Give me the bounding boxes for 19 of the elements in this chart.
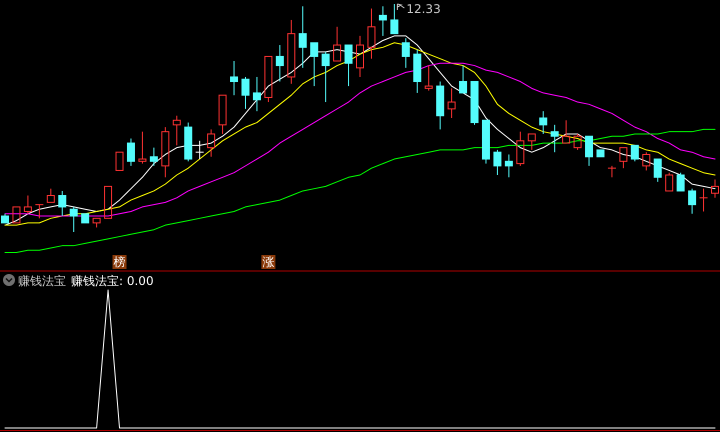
candlestick — [711, 179, 719, 198]
candlestick — [378, 6, 387, 36]
candlestick — [172, 115, 181, 146]
candlestick — [298, 6, 307, 68]
candlestick — [367, 8, 376, 60]
candlestick — [252, 76, 261, 112]
candlestick — [356, 35, 364, 78]
chart-title: 赚钱法宝 — [18, 274, 66, 288]
candlestick — [699, 188, 708, 212]
candlestick — [230, 60, 238, 96]
candlestick — [276, 44, 284, 82]
annotation: 12.33 — [406, 2, 441, 16]
candlestick — [287, 19, 296, 84]
candlestick — [539, 110, 548, 134]
candlestick — [448, 88, 456, 118]
candlestick — [402, 38, 410, 68]
candlestick — [195, 140, 204, 160]
candlestick — [504, 154, 513, 178]
chart-subtitle: 赚钱法宝: 0.00 — [71, 274, 154, 288]
